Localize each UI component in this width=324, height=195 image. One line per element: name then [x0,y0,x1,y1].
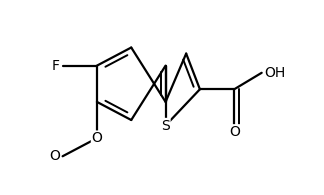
Text: O: O [50,149,60,163]
Text: O: O [91,131,102,145]
Text: OH: OH [264,66,285,80]
Text: F: F [51,59,59,73]
Text: S: S [161,119,170,133]
Text: O: O [229,125,240,139]
